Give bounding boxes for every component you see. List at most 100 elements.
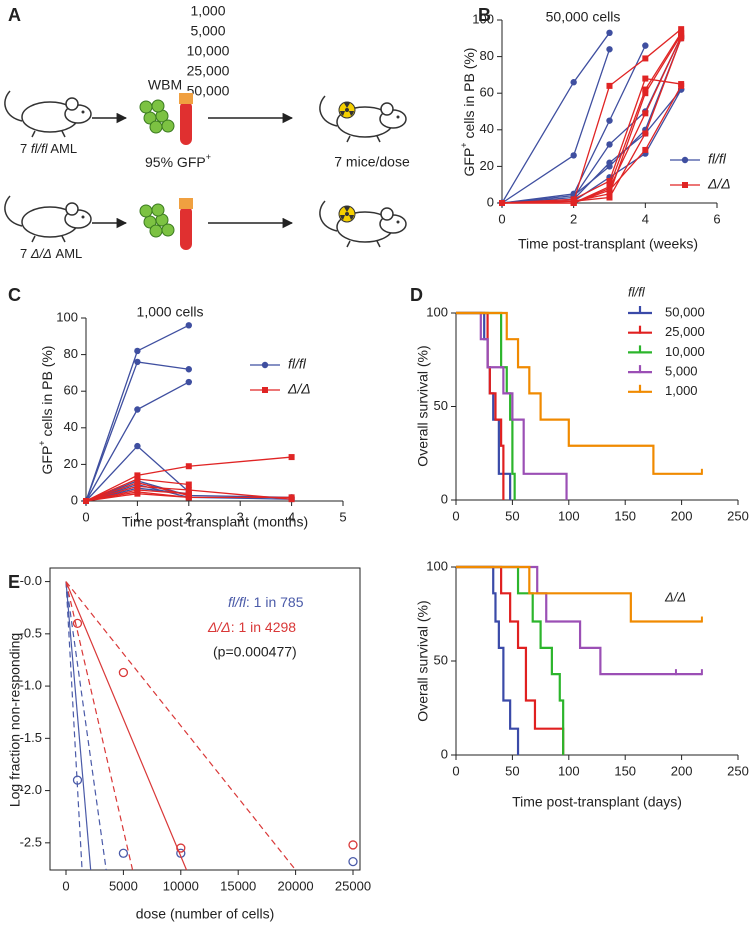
legend-label: fl/fl	[708, 151, 727, 167]
x-tick-label: 5	[339, 509, 346, 524]
x-tick-label: 25000	[335, 878, 371, 893]
marker	[185, 378, 192, 386]
data-line	[85, 491, 292, 502]
x-tick-label: 4	[288, 509, 295, 524]
marker	[134, 358, 141, 366]
fit-line	[65, 581, 188, 871]
x-tick-label: 2	[185, 509, 192, 524]
marker	[642, 55, 649, 62]
fit-line	[65, 581, 83, 871]
marker	[570, 79, 577, 86]
y-axis-label: GFP+ cells in PB (%)	[37, 346, 54, 475]
donor-mouse	[4, 90, 92, 138]
genotype: Δ/Δ	[207, 619, 231, 635]
donor-label: 7 fl/fl AML	[20, 141, 77, 156]
x-tick-label: 50	[505, 763, 519, 778]
legend-marker	[682, 182, 688, 188]
x-tick-label: 1	[134, 509, 141, 524]
panel-label: D	[410, 285, 423, 305]
x-tick-label: 150	[614, 508, 636, 523]
marker	[642, 75, 649, 82]
data-point	[176, 843, 186, 853]
y-tick-label: -2.5	[20, 834, 42, 849]
marker	[642, 146, 649, 153]
x-tick-label: 15000	[220, 878, 256, 893]
x-tick-label: 50	[505, 508, 519, 523]
label-part: GFP	[461, 148, 477, 177]
marker	[185, 487, 192, 494]
x-tick-label: 0	[62, 878, 69, 893]
marker	[642, 110, 649, 117]
x-tick-label: 4	[642, 211, 649, 226]
data-line	[501, 38, 682, 204]
cell-source: WBM	[148, 77, 182, 93]
marker	[606, 187, 613, 194]
y-tick-label: -0.5	[20, 625, 42, 640]
marker	[570, 152, 577, 159]
data-point	[348, 840, 358, 850]
disease: AML	[47, 141, 77, 156]
survival-curve	[456, 565, 520, 755]
marker	[134, 476, 141, 483]
y-tick-label: -2.0	[20, 782, 42, 797]
label-part: +	[459, 142, 469, 147]
label-part: cells in PB (%)	[39, 346, 55, 441]
y-tick-label: 40	[480, 121, 494, 136]
x-tick-label: 0	[452, 508, 459, 523]
marker	[134, 442, 141, 450]
legend-label: 1,000	[665, 383, 698, 398]
legend-label: Δ/Δ	[707, 176, 731, 192]
plot-frame	[49, 567, 361, 871]
marker	[678, 26, 685, 33]
genotype: Δ/Δ	[30, 246, 52, 261]
fit-line	[65, 581, 107, 871]
x-tick-label: 200	[671, 763, 693, 778]
tube	[179, 93, 193, 145]
marker	[185, 366, 192, 373]
marker	[642, 42, 649, 49]
y-tick-label: -0.0	[20, 573, 42, 588]
y-tick-label: -1.0	[20, 678, 42, 693]
legend-label: 5,000	[665, 364, 698, 379]
y-axis-label: GFP+ cells in PB (%)	[459, 48, 476, 177]
fit-line	[65, 581, 134, 871]
y-tick-label: 50	[434, 652, 448, 667]
y-tick-label: 100	[472, 11, 494, 26]
marker	[606, 46, 613, 53]
y-tick-label: 60	[480, 85, 494, 100]
y-tick-label: 80	[64, 346, 78, 361]
data-line	[85, 456, 292, 502]
y-tick-label: 0	[487, 194, 494, 209]
x-axis-label: Time post-transplant (weeks)	[518, 236, 698, 252]
panel-label: A	[8, 5, 21, 25]
y-tick-label: 0	[71, 492, 78, 507]
disease: AML	[52, 246, 82, 261]
x-tick-label: 0	[452, 763, 459, 778]
marker	[642, 90, 649, 97]
marker	[606, 178, 613, 185]
marker	[606, 141, 613, 148]
genotype: fl/fl	[228, 594, 247, 610]
x-axis-label: Time post-transplant (months)	[122, 514, 308, 530]
marker	[134, 472, 141, 479]
x-tick-label: 10000	[163, 878, 199, 893]
donor-label: 7 Δ/Δ AML	[20, 246, 82, 261]
y-tick-label: 40	[64, 419, 78, 434]
marker	[606, 82, 613, 89]
data-line	[501, 28, 682, 204]
marker	[134, 483, 141, 490]
marker	[678, 82, 685, 89]
marker	[678, 35, 685, 42]
marker	[134, 490, 141, 497]
marker	[499, 200, 505, 206]
y-tick-label: 50	[434, 398, 448, 413]
y-tick-label: 20	[64, 456, 78, 471]
data-line	[501, 36, 682, 204]
x-tick-label: 250	[727, 508, 749, 523]
chart-title: 50,000 cells	[546, 9, 621, 25]
survival-curve	[456, 311, 516, 500]
data-point	[118, 667, 129, 678]
marker	[185, 463, 192, 470]
y-tick-label: 100	[426, 304, 448, 319]
